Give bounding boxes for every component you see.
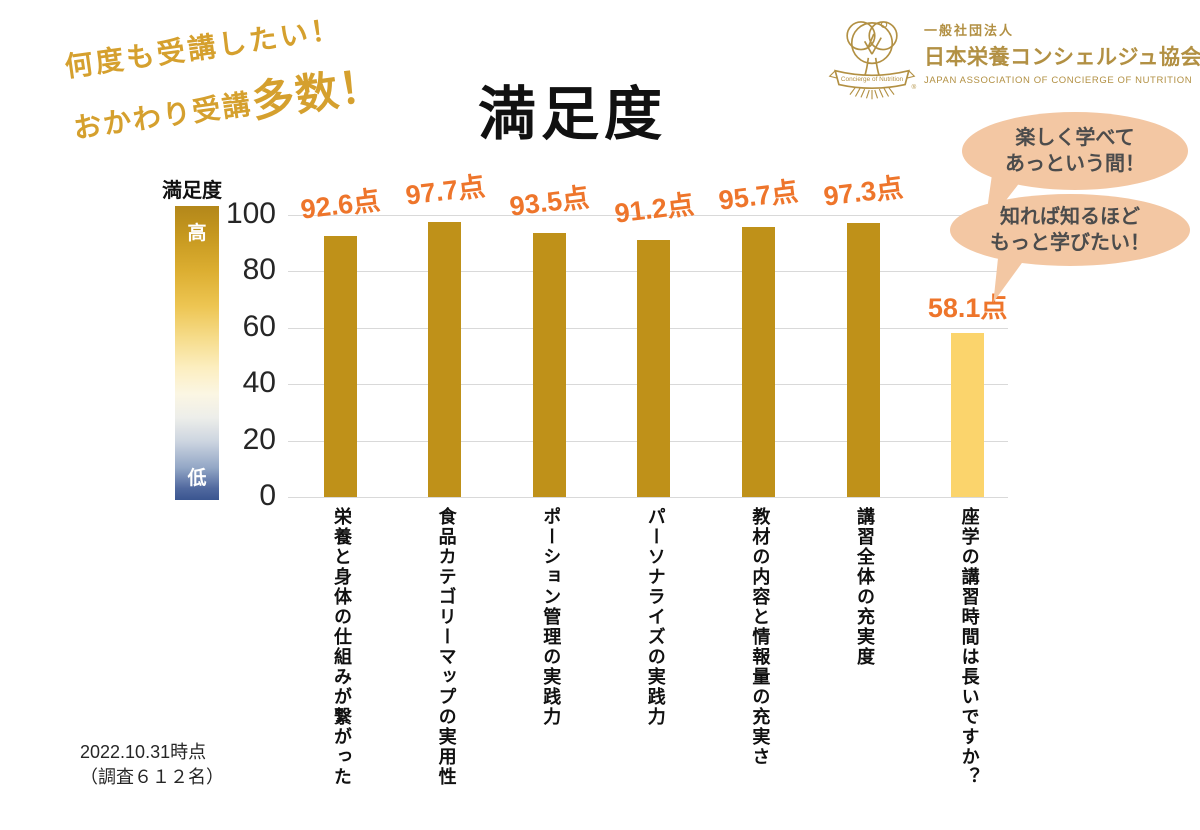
survey-note: 2022.10.31時点 （調査６１２名） (80, 740, 224, 790)
legend-title: 満足度 (162, 180, 222, 202)
scale-low-label: 低 (187, 468, 207, 489)
y-axis-tick-label: 100 (225, 197, 276, 230)
catch-copy: 何度も受講したい！ おかわり受講多数！ (62, 3, 386, 155)
catch-line-2-big: 多数！ (248, 61, 386, 127)
gridline (288, 215, 1008, 216)
logo-org-name-en: JAPAN ASSOCIATION OF CONCIERGE OF NUTRIT… (924, 75, 1193, 86)
org-logo: Concierge of Nutrition ® 一般社団法人 日本栄養コンシェ… (826, 10, 1200, 102)
catch-line-2-normal: おかわり受講 (71, 88, 255, 145)
bar-value-label: 58.1点 (927, 293, 1008, 324)
scale-high-label: 高 (187, 223, 207, 244)
logo-registered-mark: ® (912, 83, 917, 91)
category-label: ポーション管理の実践力 (541, 507, 562, 727)
y-axis-tick-label: 20 (242, 422, 276, 456)
category-label: 座学の講習時間は長いですか？ (959, 507, 980, 787)
category-label: 食品カテゴリーマップの実用性 (436, 507, 457, 787)
logo-emblem-caption: Concierge of Nutrition (841, 76, 904, 83)
speech-bubble-1-text: 楽しく学べて あっという間！ (1005, 127, 1145, 175)
category-label: 教材の内容と情報量の充実さ (750, 507, 771, 767)
gridline (288, 497, 1008, 498)
bar (846, 222, 880, 497)
speech-bubble-2-text: 知れば知るほど もっと学びたい！ (990, 206, 1150, 254)
category-label: 栄養と身体の仕組みが繋がった (332, 507, 352, 787)
bar (323, 235, 357, 497)
bar (428, 221, 462, 497)
bar (637, 239, 671, 497)
speech-bubble-1: 楽しく学べて あっという間！ (962, 112, 1188, 190)
survey-date: 2022.10.31時点 (80, 742, 207, 762)
survey-count: （調査６１２名） (80, 767, 224, 788)
y-axis-tick-label: 40 (242, 366, 276, 400)
bar (741, 227, 775, 497)
y-axis-tick-label: 60 (242, 309, 276, 343)
logo-org-name: 日本栄養コンシェルジュ協会 (924, 46, 1200, 69)
bar (951, 333, 985, 497)
bar-chart: 0 20 40 60 80 100 92.6点 97.7点 93.5点 91.2点 95.7点 97.… (226, 171, 1008, 815)
logo-org-type: 一般社団法人 (924, 23, 1015, 38)
bar (532, 233, 566, 497)
logo-text: 一般社団法人 日本栄養コンシェルジュ協会 JAPAN ASSOCIATION O… (924, 20, 1200, 86)
category-label: パーソナライズの実践力 (645, 507, 666, 727)
plot-area: 0 20 40 60 80 100 92.6点 97.7点 93.5点 91.2点 95.7点 97.… (226, 171, 1008, 512)
category-label: 講習全体の充実度 (855, 507, 875, 667)
speech-bubble-2: 知れば知るほど もっと学びたい！ (950, 194, 1190, 266)
y-axis-tick-label: 80 (242, 253, 276, 287)
satisfaction-color-scale: 高 低 (175, 206, 219, 500)
y-axis-tick-label: 0 (259, 479, 276, 512)
page-title: 満足度 (478, 81, 668, 147)
logo-emblem-icon: Concierge of Nutrition ® (828, 21, 917, 100)
